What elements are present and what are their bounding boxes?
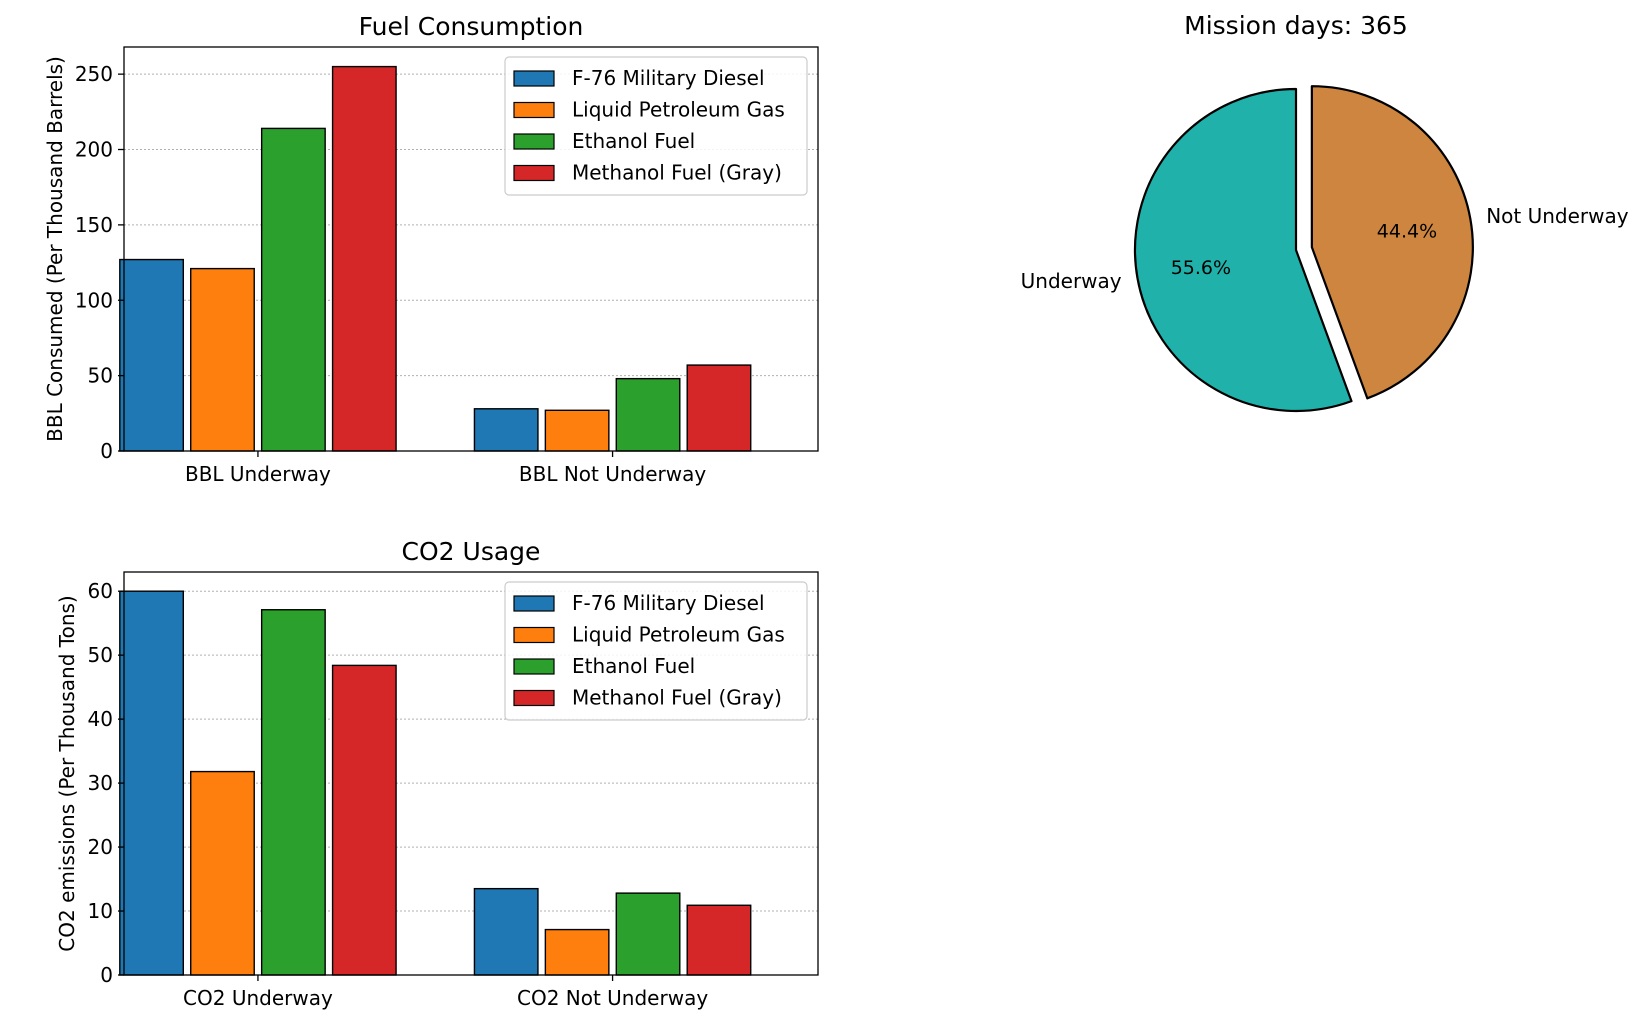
y-tick-label: 250 (75, 62, 113, 86)
chart-title: CO2 Usage (402, 537, 541, 566)
co2-usage-chart: 0 10 20 30 40 50 60 CO2 Underway CO2 Not Underwa… (55, 537, 819, 1010)
bar-methanol-fuel-gray-co2-underway (331, 664, 397, 976)
legend-label-f-76-military-diesel: F-76 Military Diesel (572, 591, 765, 615)
legend: F-76 Military Diesel Liquid Petroleum Gas… (504, 56, 808, 196)
legend-swatch-methanol-fuel-gray (513, 164, 555, 182)
bar-ethanol-fuel-co2-underway (260, 609, 326, 976)
legend-box (504, 56, 808, 196)
legend-swatch-f-76-military-diesel (513, 70, 555, 87)
y-tick-label: 10 (88, 899, 113, 923)
bar-liquid-petroleum-gas-bbl-not-underway (544, 409, 610, 452)
pie-slice-underway (1133, 87, 1353, 413)
chart-title: Fuel Consumption (359, 12, 584, 41)
x-tick-label: BBL Underway (185, 462, 331, 486)
y-tick-label: 60 (88, 579, 113, 603)
pie-label-underway: Underway (1021, 269, 1122, 293)
legend-swatch-ethanol-fuel (513, 658, 555, 675)
bar-methanol-fuel-gray-co2-not-underway (686, 904, 752, 976)
y-tick-label: 20 (88, 835, 113, 859)
legend: F-76 Military Diesel Liquid Petroleum Gas… (504, 581, 808, 721)
legend-label-f-76-military-diesel: F-76 Military Diesel (572, 66, 765, 90)
y-tick-label: 150 (75, 213, 113, 237)
y-tick-label: 200 (75, 138, 113, 162)
bar-f-76-military-diesel-bbl-not-underway (473, 408, 539, 452)
pie-label-not-underway: Not Underway (1486, 204, 1629, 228)
bar-methanol-fuel-gray-bbl-underway (331, 65, 397, 452)
legend-label-ethanol-fuel: Ethanol Fuel (572, 129, 695, 153)
legend-swatch-methanol-fuel-gray (513, 689, 555, 707)
plot-frame (123, 46, 819, 452)
y-tick-label: 0 (100, 963, 113, 987)
x-tick-label: BBL Not Underway (519, 462, 706, 486)
bar-ethanol-fuel-bbl-not-underway (615, 377, 681, 452)
x-tick-label: CO2 Not Underway (517, 986, 708, 1010)
legend-swatch-liquid-petroleum-gas (513, 626, 555, 644)
x-tick-label: CO2 Underway (183, 986, 333, 1010)
bar-ethanol-fuel-bbl-underway (260, 127, 326, 452)
legend-label-liquid-petroleum-gas: Liquid Petroleum Gas (572, 98, 785, 122)
bar-f-76-military-diesel-bbl-underway (119, 258, 185, 452)
pie-title: Mission days: 365 (1184, 11, 1408, 40)
pie-pct-label-underway: 55.6% (1171, 257, 1231, 279)
fuel-consumption-chart: 0 50 100 150 200 250 BBL Underway BBL Not Under… (43, 12, 819, 486)
pie-pct-label-not-underway: 44.4% (1377, 220, 1437, 242)
y-tick-label: 100 (75, 288, 113, 312)
pie-slice-not-underway (1310, 85, 1474, 400)
bar-methanol-fuel-gray-bbl-not-underway (686, 364, 752, 452)
y-axis-label: CO2 emissions (Per Thousand Tons) (55, 595, 79, 951)
bar-liquid-petroleum-gas-co2-underway (190, 770, 255, 976)
bar-liquid-petroleum-gas-co2-not-underway (544, 928, 610, 976)
y-axis-label: BBL Consumed (Per Thousand Barrels) (43, 56, 67, 442)
mission-days-pie-chart: 55.6% Underway 44.4% Not Underway Mission da… (1021, 11, 1629, 413)
bar-liquid-petroleum-gas-bbl-underway (190, 267, 255, 452)
y-tick-label: 50 (88, 643, 113, 667)
legend-label-ethanol-fuel: Ethanol Fuel (572, 654, 695, 678)
bar-f-76-military-diesel-co2-not-underway (473, 887, 539, 976)
legend-label-methanol-fuel-gray: Methanol Fuel (Gray) (572, 161, 782, 185)
y-tick-label: 0 (100, 439, 113, 463)
y-tick-label: 30 (88, 771, 113, 795)
legend-label-methanol-fuel-gray: Methanol Fuel (Gray) (572, 686, 782, 710)
bar-f-76-military-diesel-co2-underway (119, 590, 185, 976)
bar-ethanol-fuel-co2-not-underway (615, 892, 681, 976)
legend-label-liquid-petroleum-gas: Liquid Petroleum Gas (572, 623, 785, 647)
legend-swatch-liquid-petroleum-gas (513, 101, 555, 119)
plot-frame (123, 571, 819, 976)
legend-box (504, 581, 808, 721)
y-tick-label: 40 (88, 707, 113, 731)
legend-swatch-ethanol-fuel (513, 133, 555, 150)
legend-swatch-f-76-military-diesel (513, 595, 555, 612)
y-tick-label: 50 (88, 364, 113, 388)
